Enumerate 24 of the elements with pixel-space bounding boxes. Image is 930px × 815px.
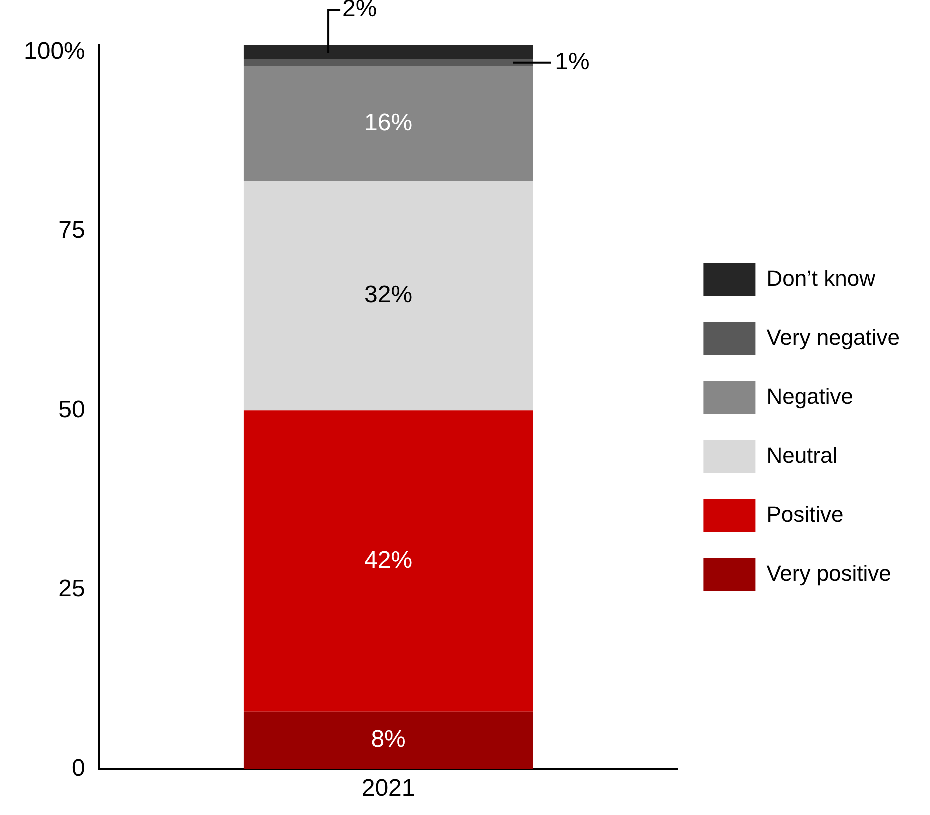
bar bbox=[244, 45, 534, 60]
x-tick-label: 2021 bbox=[362, 775, 416, 802]
data-label: 32% bbox=[364, 282, 413, 309]
bar bbox=[244, 181, 534, 411]
legend-label: Very positive bbox=[766, 561, 892, 586]
y-tick-label: 0 bbox=[72, 754, 86, 782]
bar bbox=[244, 59, 534, 67]
y-tick-label: 75 bbox=[58, 217, 86, 244]
legend-label: Very negative bbox=[766, 325, 900, 350]
data-label: 2% bbox=[342, 0, 378, 23]
y-tick-label: 100% bbox=[24, 38, 86, 65]
data-label: 16% bbox=[364, 110, 413, 136]
bar bbox=[244, 410, 534, 712]
data-label: 42% bbox=[364, 546, 413, 574]
legend-label: Negative bbox=[766, 384, 854, 410]
data-label: 8% bbox=[371, 726, 406, 754]
data-label: 1% bbox=[555, 48, 590, 76]
bar bbox=[244, 66, 534, 182]
legend-label: Neutral bbox=[766, 443, 838, 468]
legend-label: Positive bbox=[766, 502, 844, 528]
bar bbox=[244, 712, 534, 770]
y-tick-label: 50 bbox=[58, 396, 86, 424]
y-tick-label: 25 bbox=[58, 576, 86, 603]
legend-label: Don’t know bbox=[766, 266, 876, 292]
